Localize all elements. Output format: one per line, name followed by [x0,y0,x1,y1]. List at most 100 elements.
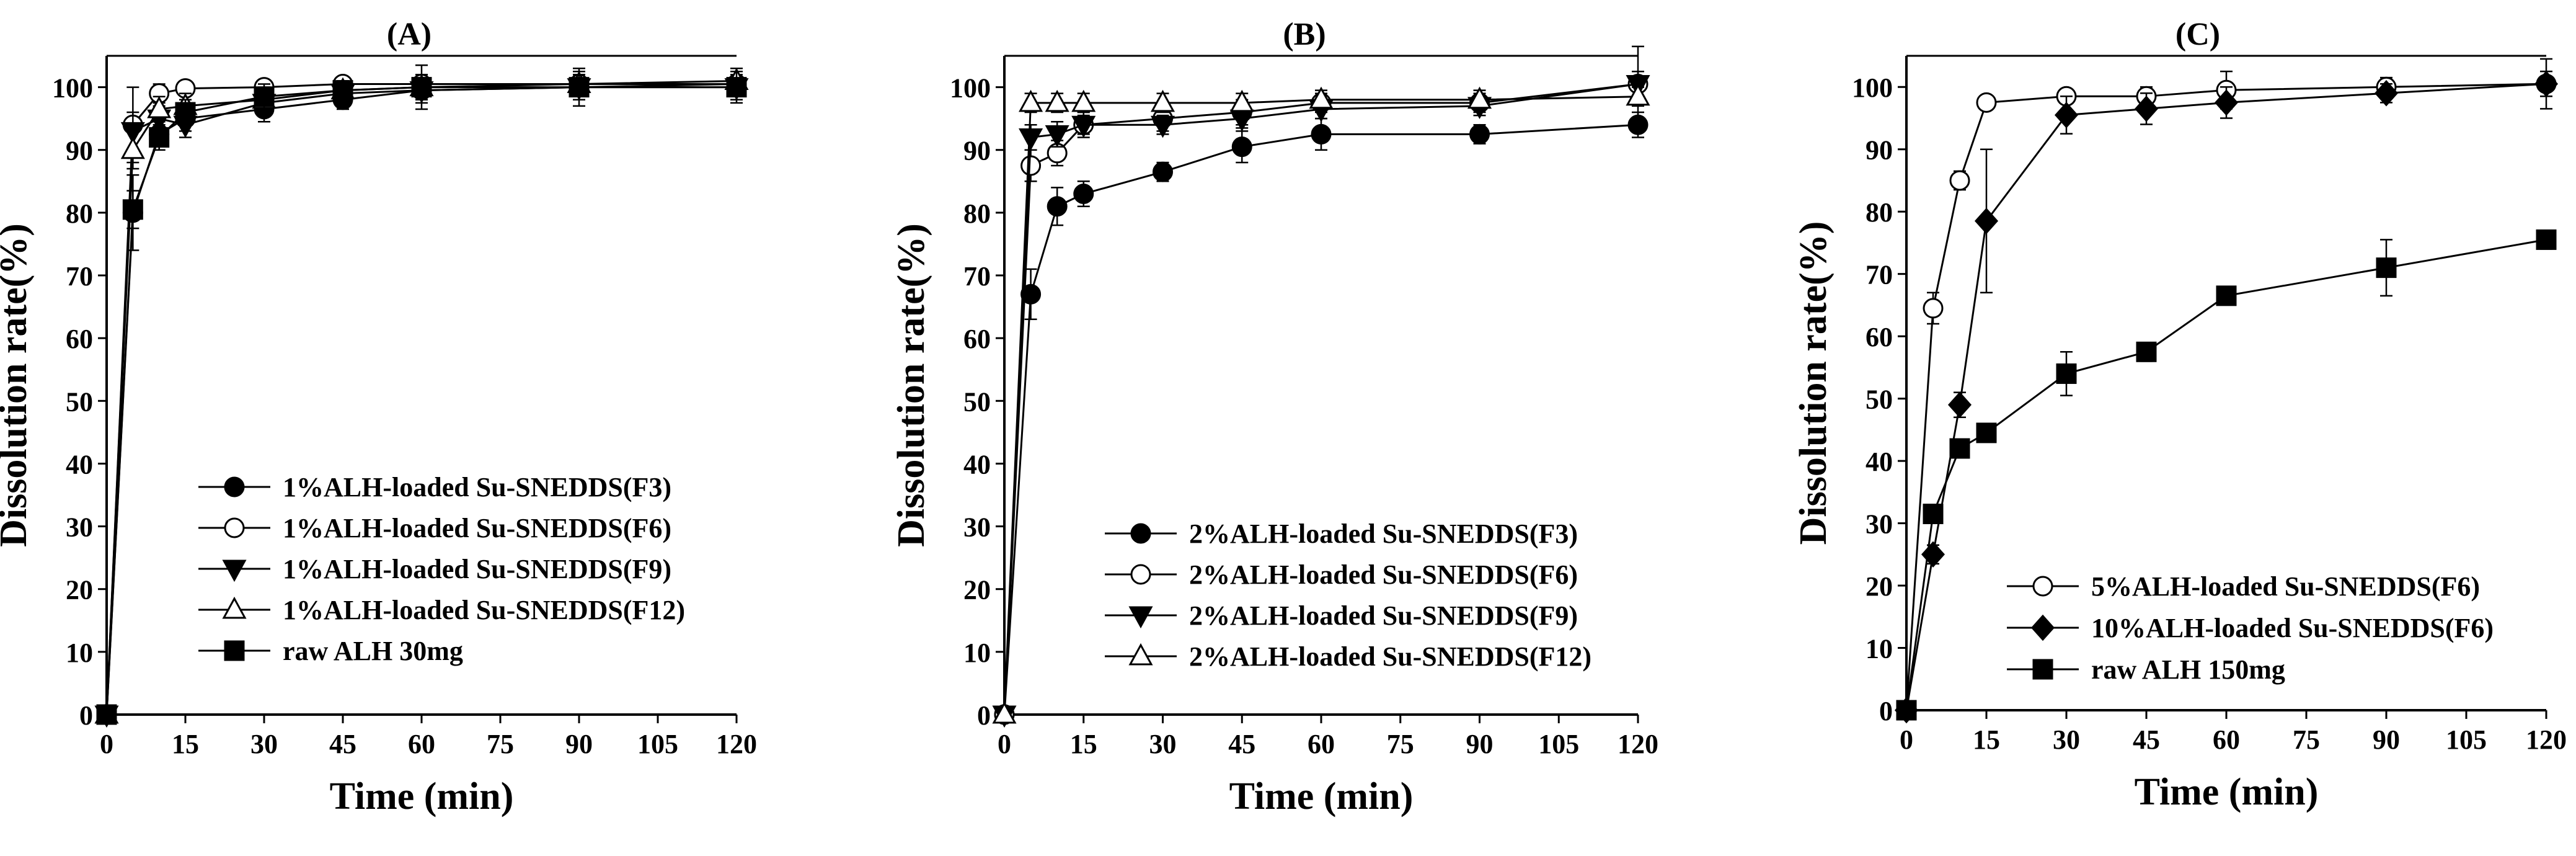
data-point [1976,422,1997,444]
x-tick-label: 0 [1900,724,1913,755]
x-tick-label: 15 [1973,724,2000,755]
chart-title: (C) [2175,17,2220,52]
x-tick-label: 60 [2213,724,2240,755]
x-tick-label: 90 [2373,724,2400,755]
legend-label: 1%ALH-loaded Su-SNEDDS(F9) [283,554,671,584]
x-tick-label: 45 [329,729,356,759]
x-tick-label: 90 [1466,729,1494,759]
x-tick-label: 45 [1228,729,1255,759]
x-tick-label: 0 [998,729,1011,759]
legend-label: raw ALH 30mg [283,636,463,666]
data-point [2534,70,2559,97]
data-point [2374,80,2399,107]
y-tick-label: 0 [977,700,991,731]
data-point [1045,125,1069,148]
legend-label: raw ALH 150mg [2091,654,2285,685]
series-0 [96,71,747,725]
x-axis-label: Time (min) [2135,771,2319,813]
data-point [96,704,117,725]
series-1 [1894,58,2559,724]
legend-marker [1130,523,1151,544]
data-point [120,136,145,159]
data-point [254,86,275,107]
legend-label: 1%ALH-loaded Su-SNEDDS(F6) [283,513,671,543]
series-2 [94,74,749,728]
data-point [1020,155,1042,176]
legend-label: 1%ALH-loaded Su-SNEDDS(F3) [283,472,671,502]
data-point [1923,298,1944,319]
data-point [569,77,590,98]
chart-title: (A) [387,17,432,52]
x-tick-label: 60 [408,729,435,759]
y-tick-label: 10 [963,638,991,668]
series-4 [96,64,747,725]
x-axis-label: Time (min) [1229,775,1414,818]
data-point [1073,184,1094,205]
data-point [1469,123,1490,145]
x-tick-label: 15 [172,729,199,759]
legend-marker [1130,564,1151,585]
legend-marker [1128,606,1153,629]
data-point [2134,96,2159,122]
y-tick-label: 60 [1866,322,1893,352]
legend-marker [224,640,245,661]
legend-marker [224,517,245,538]
legend-marker [222,560,247,582]
y-tick-label: 70 [66,261,93,292]
data-point [2216,285,2237,306]
y-tick-label: 100 [950,73,991,104]
data-point [1019,128,1043,151]
data-point [1019,89,1043,112]
legend-label: 1%ALH-loaded Su-SNEDDS(F12) [283,595,685,625]
y-tick-label: 100 [52,73,93,104]
y-axis-label: Dissolution rate(%) [0,223,35,547]
y-axis-label: Dissolution rate(%) [1792,221,1835,545]
data-point [1949,170,1970,191]
y-tick-label: 100 [1852,73,1893,103]
x-tick-label: 45 [2133,724,2160,755]
y-tick-label: 30 [1866,509,1893,540]
x-tick-label: 30 [1149,729,1177,759]
chart-panel-1: (B) 0 10 20 30 40 50 60 70 80 90 100 0 15 30 45 60 75 90 10… [890,17,1658,818]
series-0 [994,111,1649,725]
x-tick-label: 30 [2053,724,2080,755]
x-tick-label: 75 [2293,724,2320,755]
legend-marker [2032,659,2053,680]
y-tick-label: 90 [963,136,991,166]
data-point [2136,341,2157,362]
y-tick-label: 0 [1879,696,1893,726]
y-tick-label: 80 [1866,197,1893,228]
y-tick-label: 60 [66,324,93,354]
y-tick-label: 20 [963,575,991,605]
data-point [2376,257,2397,279]
x-tick-label: 90 [565,729,593,759]
legend-marker [2032,576,2053,597]
data-point [122,199,143,220]
legend-marker [222,596,247,619]
data-point [1626,83,1650,106]
x-tick-label: 15 [1070,729,1097,759]
y-tick-label: 10 [1866,634,1893,664]
y-tick-label: 30 [963,512,991,543]
legend-label: 5%ALH-loaded Su-SNEDDS(F6) [2091,571,2480,602]
data-point [2536,229,2557,250]
data-point [149,127,170,148]
data-point [1229,109,1254,132]
chart-panel-2: (C) 0 10 20 30 40 50 60 70 80 90 100 0 15 30 45 60 75 90 10… [1792,17,2567,813]
y-tick-label: 40 [66,449,93,479]
y-tick-label: 10 [66,638,93,668]
series-2 [1896,229,2557,721]
data-point [1071,115,1096,138]
y-tick-label: 40 [1866,447,1893,477]
legend-marker [1128,643,1153,666]
chart-panel-0: (A) 0 10 20 30 40 50 60 70 80 90 100 0 15 30 45 60 75 90 10… [0,17,757,818]
data-point [1896,700,1917,721]
x-tick-label: 105 [637,729,678,759]
data-point [1047,196,1068,217]
y-tick-label: 30 [66,512,93,543]
x-tick-label: 60 [1308,729,1335,759]
legend: 2%ALH-loaded Su-SNEDDS(F3) 2%ALH-loaded S… [1105,519,1591,672]
y-tick-label: 90 [1866,135,1893,166]
legend-marker [2030,614,2055,641]
series-3 [992,83,1650,724]
